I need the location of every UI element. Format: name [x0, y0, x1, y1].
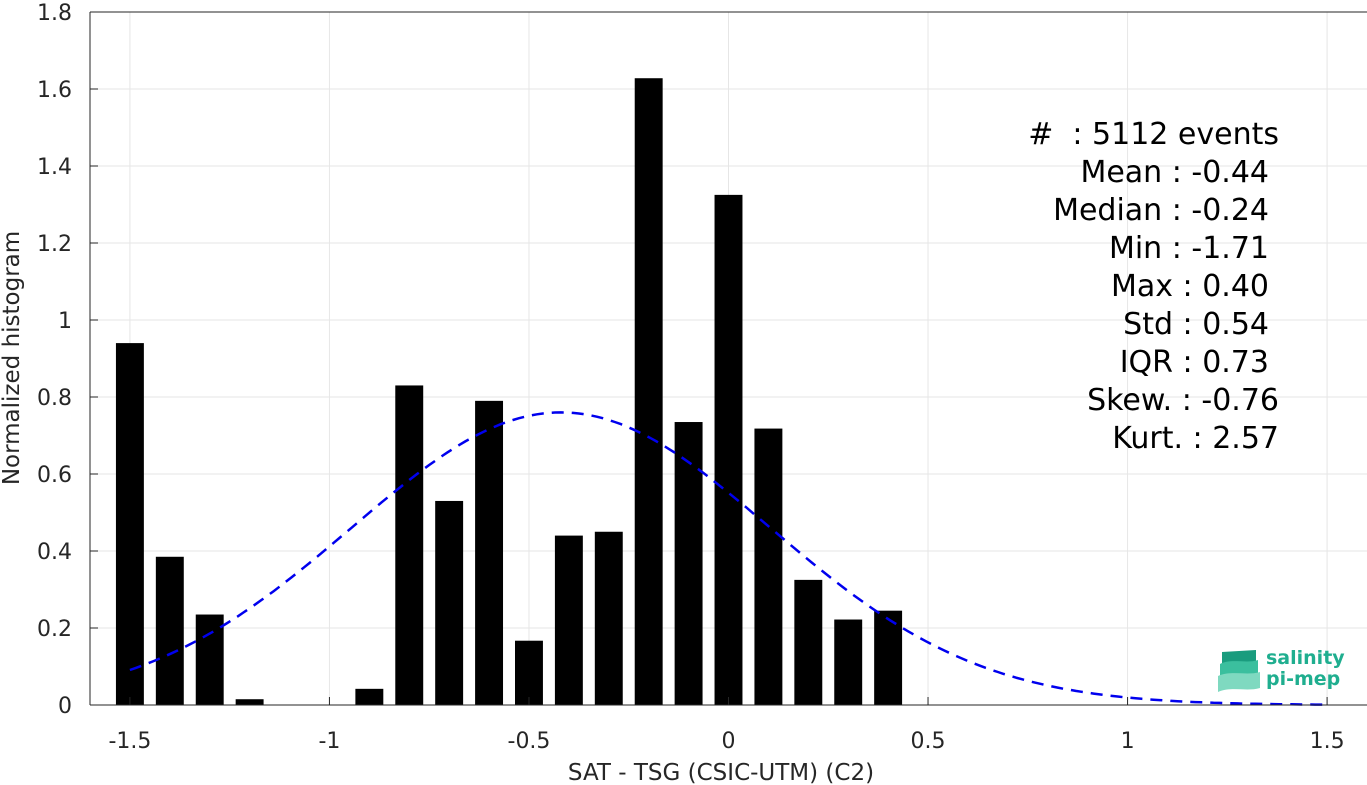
y-tick-label: 0.6: [37, 463, 72, 488]
axes: [89, 11, 1367, 706]
histogram-bar: [195, 614, 224, 705]
stat-kurt: Kurt. : 2.57: [1112, 421, 1279, 456]
x-tick-label: -1: [318, 729, 340, 754]
statistics-panel: # : 5112 events Mean : -0.44 Median : -0…: [1028, 116, 1279, 458]
y-tick-label: 0.2: [37, 617, 72, 642]
logo-text-line1: salinity: [1266, 647, 1345, 669]
y-tick-labels: 0 0.2 0.4 0.6 0.8 1 1.2 1.4 1.6 1.8: [37, 1, 72, 719]
logo-text-line2: pi-mep: [1266, 668, 1341, 690]
histogram-bar: [874, 610, 903, 705]
y-tick-label: 1: [58, 309, 72, 334]
stat-iqr: IQR : 0.73: [1119, 345, 1269, 380]
x-tick-label: 1.5: [1310, 729, 1345, 754]
stat-min: Min : -1.71: [1108, 231, 1269, 266]
histogram-bar: [435, 500, 464, 705]
histogram-bar: [594, 531, 623, 705]
y-tick-label: 0.8: [37, 386, 72, 411]
x-axis-label: SAT - TSG (CSIC-UTM) (C2): [568, 760, 874, 785]
histogram-bar: [634, 78, 663, 706]
x-tick-label: 1: [1121, 729, 1135, 754]
wave-logo-icon: [1218, 650, 1260, 692]
y-tick-label: 1.6: [37, 78, 72, 103]
histogram-bar: [754, 428, 783, 705]
stat-max: Max : 0.40: [1111, 269, 1269, 304]
salinity-pi-mep-logo: salinity pi-mep: [1216, 648, 1346, 696]
stat-skew: Skew. : -0.76: [1087, 383, 1279, 418]
histogram-bar: [475, 400, 504, 705]
x-tick-label: 0.5: [911, 729, 946, 754]
stat-count: # : 5112 events: [1028, 117, 1279, 152]
y-tick-label: 1.4: [37, 155, 72, 180]
histogram-bar: [554, 535, 583, 705]
x-tick-labels: -1.5 -1 -0.5 0 0.5 1 1.5: [108, 729, 1344, 754]
histogram-bar: [834, 619, 863, 705]
histogram-bar: [515, 640, 543, 705]
histogram-bar: [235, 699, 264, 705]
y-axis-label: Normalized histogram: [0, 231, 25, 485]
histogram-bar: [794, 579, 823, 705]
y-tick-label: 1.2: [37, 232, 72, 257]
x-tick-label: -0.5: [508, 729, 551, 754]
y-tick-label: 1.8: [37, 1, 72, 26]
stat-mean: Mean : -0.44: [1080, 155, 1269, 190]
histogram-bar: [115, 343, 144, 705]
x-tick-label: -1.5: [108, 729, 151, 754]
histogram-bar: [155, 556, 184, 705]
stat-median: Median : -0.24: [1053, 193, 1269, 228]
histogram-bar: [395, 385, 424, 705]
y-tick-label: 0.4: [37, 540, 72, 565]
histogram-bar: [355, 688, 384, 705]
histogram-bar: [674, 422, 703, 705]
histogram-bars: [115, 78, 903, 706]
y-tick-label: 0: [58, 694, 72, 719]
histogram-bar: [714, 194, 743, 705]
stat-std: Std : 0.54: [1123, 307, 1269, 342]
x-tick-label: 0: [722, 729, 736, 754]
